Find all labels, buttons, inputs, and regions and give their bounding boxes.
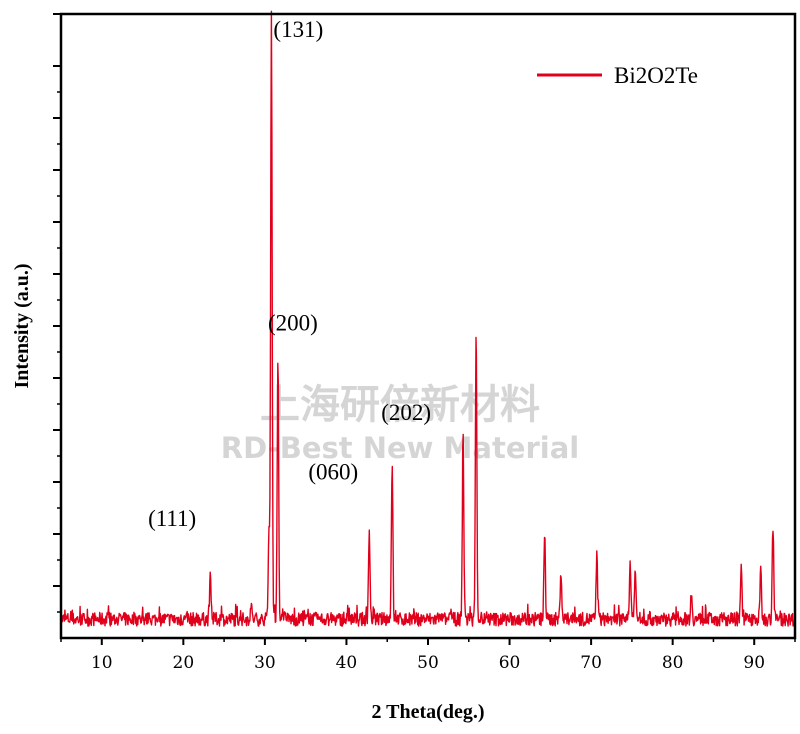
peak-label: (131) (273, 17, 323, 42)
peak-label: (111) (148, 506, 196, 531)
x-tick-label: 90 (743, 653, 765, 673)
x-tick-label: 20 (173, 653, 195, 673)
y-axis (53, 13, 61, 613)
watermark-english: RD-Best New Material (221, 431, 580, 465)
x-tick-label: 50 (417, 653, 439, 673)
x-tick-label: 40 (336, 653, 358, 673)
x-tick-label: 30 (254, 653, 276, 673)
plot-frame (59, 12, 797, 640)
x-axis-title: 2 Theta(deg.) (372, 701, 485, 723)
x-axis: 10 20 30 40 50 60 70 80 90 (60, 638, 796, 673)
y-axis-title: Intensity (a.u.) (11, 263, 33, 388)
peak-annotations: (131) (200) (202) (060) (111) (148, 17, 431, 531)
x-tick-label: 10 (91, 653, 113, 673)
series-line (60, 10, 796, 627)
peak-label: (060) (308, 460, 358, 485)
legend: Bi2O2Te (537, 63, 698, 88)
x-tick-label: 80 (662, 653, 684, 673)
watermark: 上海研倍新材料 RD-Best New Material (221, 382, 580, 465)
peak-label: (200) (268, 311, 318, 336)
x-tick-label: 70 (580, 653, 602, 673)
peak-label: (202) (381, 400, 431, 425)
legend-label: Bi2O2Te (614, 63, 698, 88)
x-tick-label: 60 (499, 653, 521, 673)
watermark-chinese: 上海研倍新材料 (260, 382, 540, 428)
